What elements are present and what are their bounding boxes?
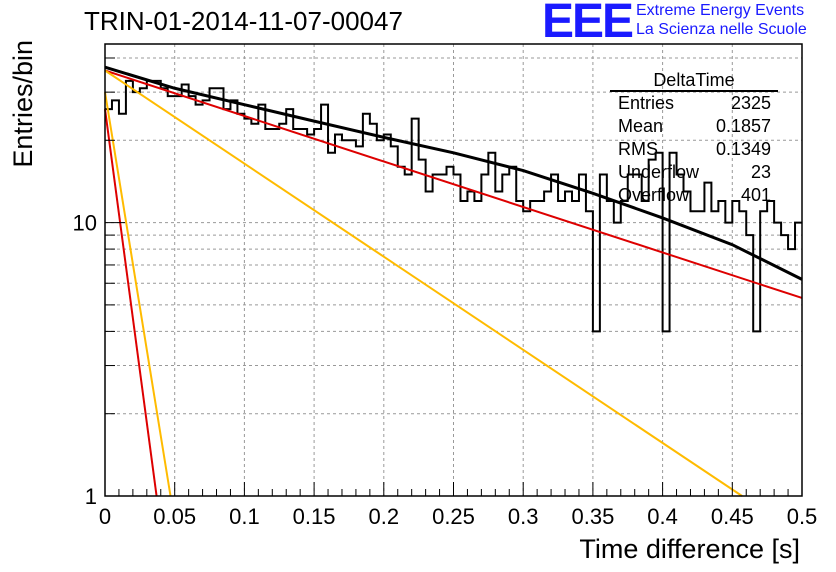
fit-line [104,69,803,299]
axis-ticks [104,57,803,497]
grid-lines [105,44,802,496]
stats-value: 2325 [730,93,771,113]
stats-label: Mean [618,116,664,136]
y-tick-label: 1 [85,484,97,509]
plot-title: TRIN-01-2014-11-07-00047 [84,6,403,36]
stats-row-entries: Entries 2325 [610,92,778,115]
x-tick-label: 0.2 [369,504,400,529]
stats-label: Underflow [618,162,700,182]
x-tick-label: 0.15 [293,504,336,529]
x-tick-label: 0.3 [508,504,539,529]
stats-row-overflow: Overflow 401 [610,184,778,207]
x-tick-label: 0 [99,504,111,529]
stats-row-mean: Mean 0.1857 [610,115,778,138]
tick-labels: 0 0.05 0.1 0.15 0.2 0.25 0.3 0.35 0.4 0.45 0.5 1 10 [73,211,818,529]
x-axis-label: Time difference [s] [579,534,800,564]
x-tick-label: 0.1 [229,504,260,529]
stats-title: DeltaTime [610,71,778,92]
fit-curves [104,65,803,497]
x-tick-label: 0.25 [432,504,475,529]
y-tick-label: 10 [73,211,97,236]
x-tick-label: 0.45 [711,504,754,529]
stats-label: Overflow [618,185,690,205]
stats-label: RMS [618,139,658,159]
fit-line [104,69,743,497]
y-axis-label: Entries/bin [8,40,38,168]
histogram-outline [105,79,802,333]
stats-box: DeltaTime Entries 2325 Mean 0.1857 RMS 0… [610,71,778,207]
logo-line-2: La Scienza nelle Scuole [636,21,807,38]
stats-value: 0.1857 [715,116,771,136]
x-tick-label: 0.5 [787,504,818,529]
eee-logo: EEE [542,0,634,48]
fit-line [104,91,172,497]
fit-line [104,65,803,281]
stats-value: 401 [740,185,771,205]
logo-line-1: Extreme Energy Events [636,2,805,19]
stats-value: 0.1349 [715,139,771,159]
stats-label: Entries [618,93,675,113]
stats-row-rms: RMS 0.1349 [610,138,778,161]
stats-row-underflow: Underflow 23 [610,161,778,184]
x-tick-label: 0.4 [647,504,678,529]
stats-value: 23 [750,162,771,182]
x-tick-label: 0.05 [153,504,196,529]
x-tick-label: 0.35 [571,504,614,529]
fit-line [104,109,158,497]
histogram-series [105,79,802,333]
